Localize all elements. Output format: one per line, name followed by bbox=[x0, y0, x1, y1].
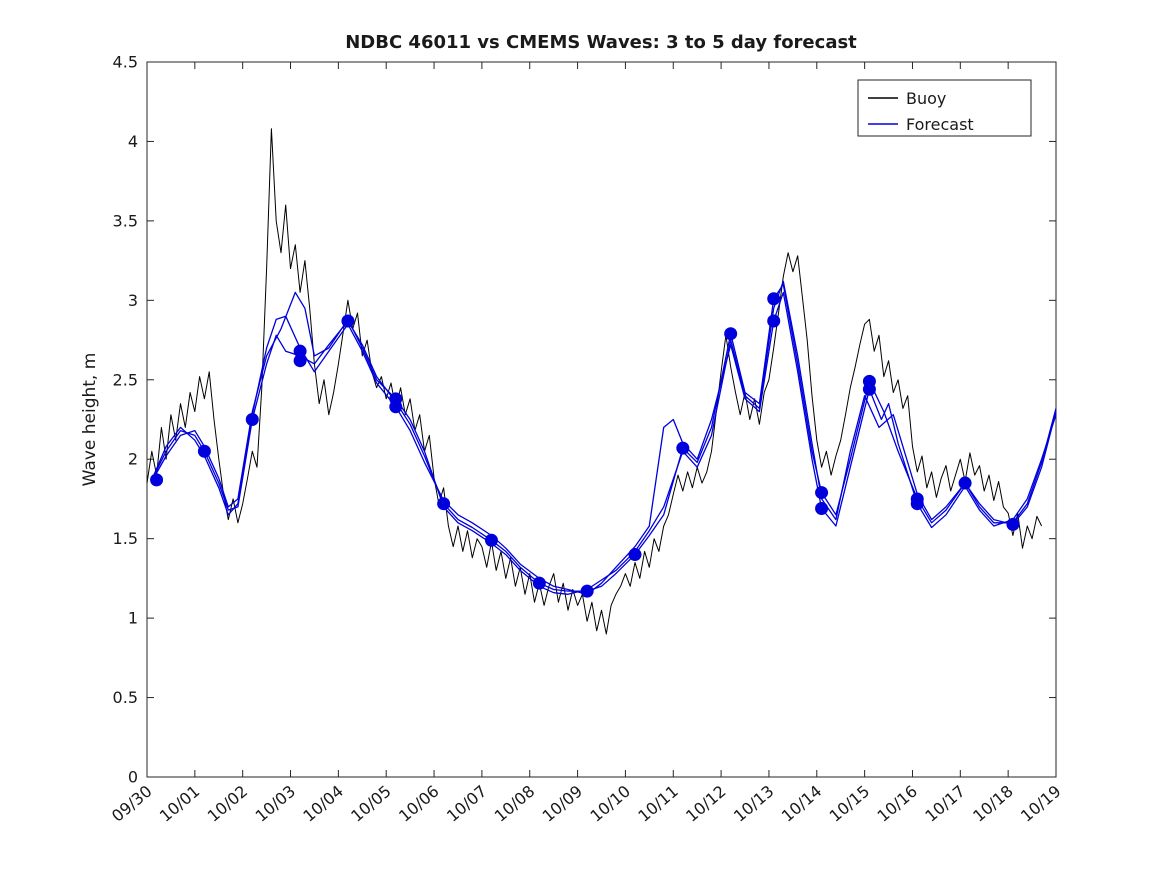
legend: Buoy Forecast bbox=[857, 79, 1032, 137]
y-tick-label: 4 bbox=[128, 132, 138, 151]
x-tick-label: 10/14 bbox=[778, 782, 826, 826]
x-tick-label: 10/05 bbox=[347, 782, 395, 826]
y-tick-label: 2 bbox=[128, 450, 138, 469]
y-tick-label: 2.5 bbox=[113, 370, 138, 389]
legend-entry-forecast: Forecast bbox=[868, 115, 974, 134]
axes-box bbox=[146, 61, 1057, 778]
forecast-line bbox=[151, 291, 1057, 595]
x-tick-label: 10/08 bbox=[491, 782, 539, 826]
forecast-marker bbox=[724, 327, 738, 341]
y-tick-label: 1.5 bbox=[113, 529, 138, 548]
forecast-marker bbox=[862, 382, 876, 396]
forecast-marker bbox=[767, 292, 781, 306]
forecast-marker bbox=[910, 497, 924, 511]
forecast-marker bbox=[197, 444, 211, 458]
forecast-marker bbox=[484, 533, 498, 547]
forecast-marker bbox=[767, 314, 781, 328]
forecast-marker bbox=[1006, 517, 1020, 531]
x-tick-label: 10/02 bbox=[204, 782, 252, 826]
forecast-marker bbox=[293, 354, 307, 368]
forecast-marker bbox=[532, 576, 546, 590]
x-tick-label: 10/07 bbox=[443, 782, 491, 826]
x-tick-label: 10/18 bbox=[969, 782, 1017, 826]
x-tick-label: 10/11 bbox=[634, 782, 682, 826]
y-axis-label: Wave height, m bbox=[80, 353, 100, 487]
y-tick-label: 1 bbox=[128, 609, 138, 628]
x-tick-label: 10/12 bbox=[682, 782, 730, 826]
y-tick-label: 3.5 bbox=[113, 211, 138, 230]
buoy-line bbox=[146, 128, 1043, 635]
x-tick-label: 10/19 bbox=[1017, 782, 1065, 826]
forecast-marker bbox=[815, 501, 829, 515]
forecast-line bbox=[151, 280, 1057, 595]
forecast-marker bbox=[150, 473, 164, 487]
forecast-marker bbox=[389, 400, 403, 414]
x-tick-label: 10/17 bbox=[921, 782, 969, 826]
forecast-marker bbox=[958, 476, 972, 490]
x-tick-label: 10/06 bbox=[395, 782, 443, 826]
plot-area: 0 0.5 1 1.5 2 2.5 3 3.5 4 4.5 09/30 10/01 10/02 10/03… bbox=[108, 53, 1065, 826]
x-tick-label: 10/16 bbox=[874, 782, 922, 826]
x-tick-label: 10/10 bbox=[586, 782, 634, 826]
legend-entry-buoy: Buoy bbox=[868, 89, 946, 108]
forecast-marker bbox=[437, 497, 451, 511]
x-tick-label: 10/04 bbox=[299, 782, 347, 826]
x-tick-label: 10/13 bbox=[730, 782, 778, 826]
legend-label-forecast: Forecast bbox=[906, 115, 974, 134]
legend-box bbox=[857, 79, 1032, 137]
chart-title: NDBC 46011 vs CMEMS Waves: 3 to 5 day fo… bbox=[345, 32, 857, 53]
forecast-marker bbox=[245, 413, 259, 426]
forecast-marker bbox=[676, 441, 690, 455]
y-tick-label: 0.5 bbox=[113, 688, 138, 707]
x-tick-label: 10/03 bbox=[252, 782, 300, 826]
x-tick-label: 09/30 bbox=[108, 782, 156, 826]
forecast-line bbox=[151, 283, 1057, 592]
x-tick-label: 10/01 bbox=[156, 782, 204, 826]
forecast-marker bbox=[815, 486, 829, 500]
y-tick-label: 4.5 bbox=[113, 53, 138, 72]
y-tick-label: 3 bbox=[128, 291, 138, 310]
forecast-marker bbox=[628, 548, 642, 562]
x-tick-label: 10/15 bbox=[826, 782, 874, 826]
forecast-marker bbox=[580, 584, 594, 598]
forecast-marker bbox=[293, 344, 307, 358]
y-tick-label: 0 bbox=[128, 768, 138, 787]
x-tick-label: 10/09 bbox=[539, 782, 587, 826]
forecast-marker bbox=[341, 314, 355, 328]
legend-label-buoy: Buoy bbox=[906, 89, 946, 108]
